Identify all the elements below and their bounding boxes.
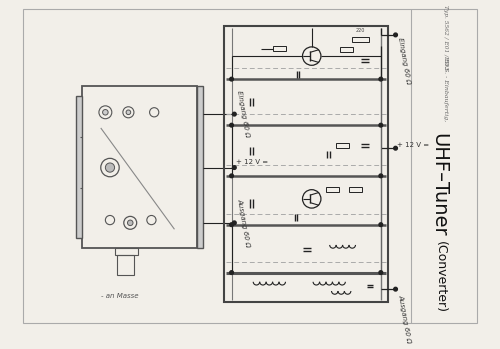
Text: F.D.S. - Einbaufertig,: F.D.S. - Einbaufertig, (443, 55, 448, 121)
Text: 220: 220 (356, 28, 365, 33)
Circle shape (230, 271, 234, 274)
Bar (340, 47, 353, 52)
Bar (336, 143, 348, 148)
Bar (350, 187, 362, 192)
Circle shape (232, 166, 236, 169)
Bar (352, 37, 369, 42)
Circle shape (232, 221, 236, 225)
Circle shape (379, 123, 382, 127)
Text: Ausgang 60 Ω: Ausgang 60 Ω (398, 294, 412, 343)
Bar (76, 96, 82, 238)
Bar (224, 26, 388, 302)
Bar (273, 46, 286, 51)
Text: Eingang 60 Ω: Eingang 60 Ω (236, 90, 250, 138)
Circle shape (106, 163, 114, 172)
Circle shape (394, 287, 398, 291)
Circle shape (230, 223, 234, 227)
Text: UHF–Tuner: UHF–Tuner (430, 133, 448, 237)
Circle shape (379, 223, 382, 227)
Text: Eingang 60 Ω: Eingang 60 Ω (398, 37, 411, 84)
Circle shape (128, 220, 133, 225)
Circle shape (230, 123, 234, 127)
Circle shape (230, 77, 234, 81)
Text: - an Masse: - an Masse (101, 292, 138, 299)
Circle shape (379, 174, 382, 178)
Bar (118, 255, 134, 275)
Text: Typ. 5562 / E01 / E03: Typ. 5562 / E01 / E03 (443, 5, 448, 70)
Bar (198, 87, 203, 248)
Circle shape (232, 112, 236, 116)
Circle shape (394, 146, 398, 150)
Bar (326, 187, 340, 192)
Circle shape (394, 33, 398, 37)
Circle shape (230, 174, 234, 178)
Circle shape (379, 271, 382, 274)
Text: Ausgang 60 Ω: Ausgang 60 Ω (236, 198, 250, 248)
Bar (114, 248, 138, 255)
Circle shape (102, 110, 108, 115)
Text: (Converter): (Converter) (434, 241, 447, 313)
Circle shape (379, 77, 382, 81)
Text: + 12 V =: + 12 V = (236, 159, 268, 165)
Bar (82, 87, 198, 248)
Circle shape (126, 110, 130, 114)
Text: + 12 V =: + 12 V = (398, 142, 430, 148)
